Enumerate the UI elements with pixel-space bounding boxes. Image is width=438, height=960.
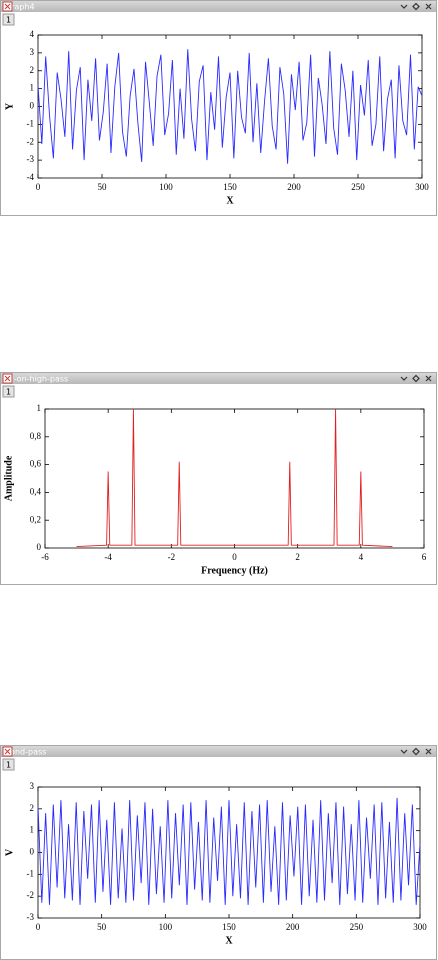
x-tick-label: 0 (232, 552, 237, 562)
y-tick-label: 3 (30, 47, 35, 57)
window-frame (0, 372, 437, 585)
close-button[interactable] (425, 748, 432, 755)
restore-button[interactable] (412, 747, 420, 756)
restore-button[interactable] (412, 2, 420, 11)
restore-button[interactable] (412, 374, 420, 383)
title-bar (1, 746, 436, 757)
tab-label[interactable]: 1 (6, 388, 11, 397)
minimize-button[interactable] (400, 376, 408, 381)
y-tick-label: -3 (27, 912, 35, 922)
x-tick-label: 150 (222, 922, 236, 932)
y-tick-label: -2 (27, 136, 35, 146)
y-tick-label: 0,6 (30, 459, 42, 469)
x-tick-label: 0 (36, 182, 41, 192)
x-tick-label: 50 (97, 922, 107, 932)
x-tick-label: -2 (168, 552, 176, 562)
x-tick-label: 100 (159, 182, 173, 192)
x-tick-label: -4 (104, 552, 112, 562)
window-frame (0, 745, 437, 960)
x-axis-label: Frequency (Hz) (201, 565, 268, 576)
x-tick-label: 100 (159, 922, 173, 932)
y-tick-label: -1 (27, 118, 35, 128)
tab[interactable] (2, 385, 15, 398)
x-axis-label: X (225, 935, 233, 946)
y-tick-label: 0 (30, 101, 35, 111)
x-tick-label: -6 (41, 552, 49, 562)
minimize-button[interactable] (400, 749, 408, 754)
x-tick-label: 250 (351, 182, 365, 192)
window: band-pass 1 0 50 100 150 200 250 300 -3 -2 -1 0 1 2 3 X V (0, 745, 437, 960)
window-icon-mark (4, 748, 11, 755)
x-tick-label: 200 (287, 182, 301, 192)
window-title: band-pass (5, 748, 46, 757)
x-tick-label: 2 (295, 552, 300, 562)
x-tick-label: 50 (98, 182, 108, 192)
y-tick-label: 0,2 (30, 514, 41, 524)
tab[interactable] (2, 13, 15, 26)
close-button[interactable] (425, 3, 432, 10)
y-tick-label: 2 (30, 803, 35, 813)
x-tick-label: 250 (350, 922, 364, 932)
tab-label[interactable]: 1 (6, 16, 11, 25)
x-tick-label: 150 (223, 182, 237, 192)
y-tick-label: 2 (30, 65, 35, 75)
window-icon-mark (4, 3, 11, 10)
window-title: fft-on-high-pass (5, 375, 68, 384)
x-axis-label: X (226, 195, 234, 206)
title-bar (1, 373, 436, 384)
x-tick-label: 300 (415, 182, 429, 192)
y-axis-label: Y (4, 102, 15, 110)
close-button[interactable] (425, 375, 432, 382)
x-tick-label: 300 (413, 922, 427, 932)
y-tick-label: 0,8 (30, 431, 42, 441)
y-tick-label: 1 (30, 83, 35, 93)
window-icon-mark (4, 375, 11, 382)
signal-line (76, 408, 393, 548)
y-tick-label: 1 (30, 825, 35, 835)
y-tick-label: 0 (37, 542, 42, 552)
y-tick-label: 3 (30, 781, 35, 791)
x-tick-label: 0 (36, 922, 41, 932)
y-axis-label: V (4, 848, 15, 856)
window: fft-on-high-pass 1 -6 -4 -2 0 2 4 6 0 0,2 0,4 0,6 0,8… (0, 372, 437, 585)
y-tick-label: -3 (27, 154, 35, 164)
y-tick-label: 1 (37, 403, 42, 413)
y-tick-label: 4 (30, 29, 35, 39)
signal-line (37, 49, 423, 164)
window-title: Graph4 (5, 3, 35, 12)
tab[interactable] (2, 758, 15, 771)
y-tick-label: -1 (27, 868, 35, 878)
x-tick-label: 4 (359, 552, 364, 562)
y-tick-label: -2 (27, 890, 35, 900)
y-axis-label: Amplitude (3, 455, 14, 501)
x-tick-label: 200 (286, 922, 300, 932)
y-tick-label: 0,4 (30, 486, 42, 496)
y-tick-label: -4 (27, 172, 35, 182)
x-tick-label: 6 (422, 552, 427, 562)
window: Graph4 1 0 50 100 150 200 250 300 -4 -3 -2 -1 0 1 2 3 4 X Y (0, 0, 437, 216)
minimize-button[interactable] (400, 4, 408, 9)
tab-label[interactable]: 1 (6, 761, 11, 770)
title-bar (1, 1, 436, 12)
signal-line (37, 797, 421, 905)
y-tick-label: 0 (30, 847, 35, 857)
